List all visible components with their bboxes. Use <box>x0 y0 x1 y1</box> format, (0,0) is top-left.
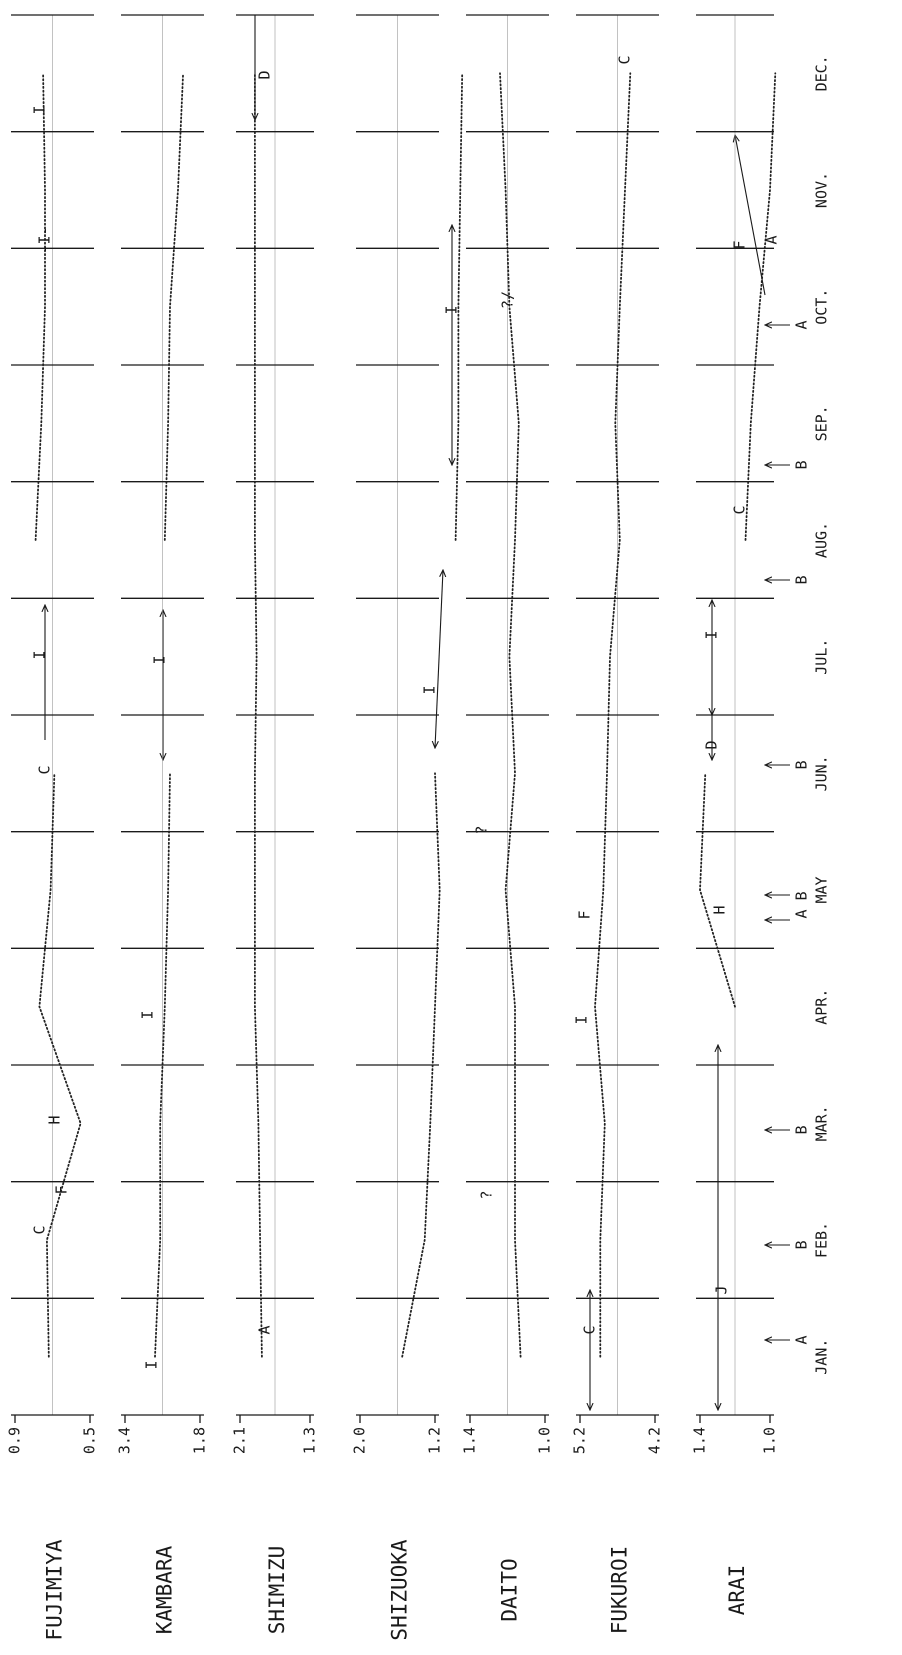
month-label: FEB. <box>813 1222 831 1258</box>
arrow <box>735 135 766 296</box>
annotation: I <box>421 685 439 694</box>
trace <box>154 72 184 1358</box>
arrow <box>435 570 443 748</box>
y-tick-label: 2.1 <box>231 1427 249 1454</box>
y-tick-label: 4.2 <box>646 1427 664 1454</box>
annotation: H <box>711 905 729 914</box>
annotation: I <box>143 1360 161 1369</box>
trace <box>34 72 82 1358</box>
annotation: A <box>793 1335 811 1344</box>
month-label: MAR. <box>813 1105 831 1141</box>
arrows <box>45 15 790 1410</box>
annotation: B <box>793 460 811 469</box>
annotation: -I- <box>36 226 54 253</box>
annotation: H <box>46 1115 64 1124</box>
month-label: SEP. <box>813 405 831 441</box>
station-name: FUJIMIYA <box>43 1539 67 1641</box>
trace <box>401 72 464 1358</box>
month-label: MAY <box>813 876 831 903</box>
station-name: FUKUROI <box>608 1546 632 1635</box>
month-label: AUG. <box>813 522 831 558</box>
month-label: JUN. <box>813 755 831 791</box>
annotation: D <box>256 70 274 79</box>
y-tick-label: 1.2 <box>426 1427 444 1454</box>
annotation: A B <box>793 891 811 918</box>
y-tick-label: 0.9 <box>6 1427 24 1454</box>
annotation: D <box>703 740 721 749</box>
month-label: JUL. <box>813 639 831 675</box>
y-tick-label: 1.0 <box>536 1427 554 1454</box>
month-label: NOV. <box>813 172 831 208</box>
annotation: A <box>256 1325 274 1334</box>
y-tick-label: 5.2 <box>571 1427 589 1454</box>
month-label: APR. <box>813 989 831 1025</box>
station-name: SHIMIZU <box>265 1546 289 1635</box>
station-name: KAMBARA <box>153 1545 177 1634</box>
month-label: JAN. <box>813 1339 831 1375</box>
y-tick-label: 1.4 <box>691 1427 709 1454</box>
annotation: B <box>793 760 811 769</box>
y-tick-label: 1.4 <box>461 1427 479 1454</box>
y-tick-label: 3.4 <box>116 1427 134 1454</box>
annotation: ? <box>478 1190 496 1199</box>
station-name: SHIZUOKA <box>388 1539 412 1641</box>
annotation: J <box>713 1285 731 1294</box>
y-tick-label: 2.0 <box>351 1427 369 1454</box>
annotation: A <box>763 235 781 244</box>
annotation: I <box>139 1010 157 1019</box>
annotation: I <box>31 105 49 114</box>
annotation: B <box>793 1240 811 1249</box>
annotation: C <box>731 505 749 514</box>
annotation: I <box>703 630 721 639</box>
annotation: B <box>793 575 811 584</box>
annotation: B <box>793 1125 811 1134</box>
month-label: OCT. <box>813 289 831 325</box>
annotation: ?/ <box>499 291 517 309</box>
annotation: F <box>53 1185 71 1194</box>
annotation: C <box>581 1325 599 1334</box>
annotation: C <box>31 1225 49 1234</box>
rotated-figure: 0.5 0.9 FUJIMIYA 1.8 3.4 KAMBARA 1.3 2.1 SHIMIZU… <box>6 14 831 1641</box>
month-label: DEC. <box>813 55 831 91</box>
annotation: ? <box>473 825 491 834</box>
annotation: I <box>443 305 461 314</box>
trace <box>594 72 632 1358</box>
y-tick-label: 0.5 <box>81 1427 99 1454</box>
annotation: C <box>616 55 634 64</box>
y-tick-label: 1.0 <box>761 1427 779 1454</box>
annotation: F <box>731 240 749 249</box>
trace <box>699 72 777 1008</box>
annotation: I <box>31 650 49 659</box>
y-tick-label: 1.8 <box>191 1427 209 1454</box>
station-name: ARAI <box>725 1565 749 1616</box>
annotation: F <box>576 910 594 919</box>
y-tick-label: 1.3 <box>301 1427 319 1454</box>
annotation: A <box>793 320 811 329</box>
station-name: DAITO <box>498 1558 522 1621</box>
trace <box>254 72 263 1358</box>
annotation: I <box>573 1015 591 1024</box>
annotation: C <box>36 765 54 774</box>
annotation: I <box>151 655 169 664</box>
trace <box>499 72 522 1358</box>
